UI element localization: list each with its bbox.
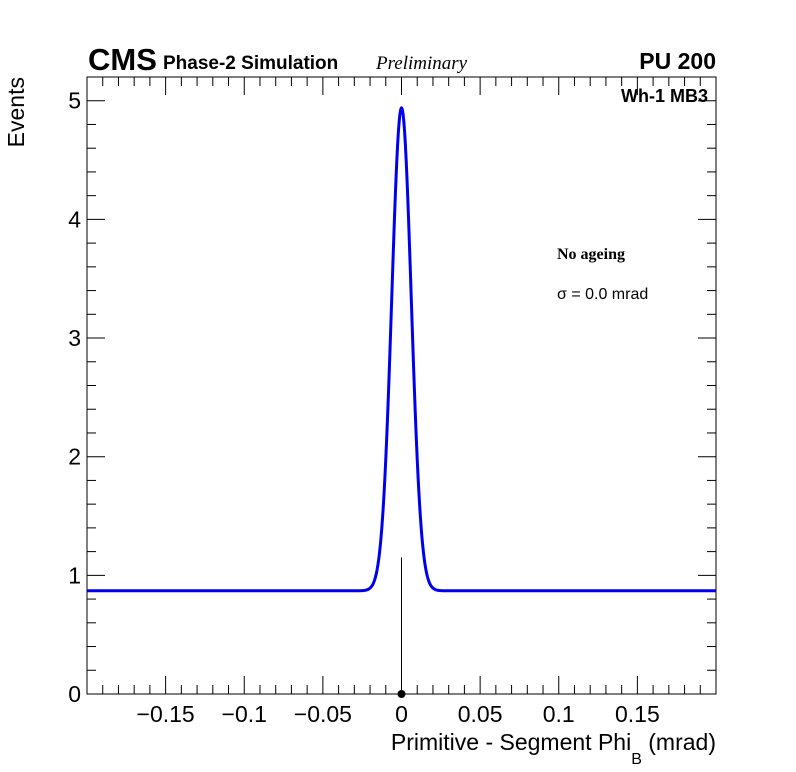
x-axis-title-main: Primitive - Segment Phi — [391, 729, 631, 755]
x-tick-label: 0.15 — [615, 701, 660, 727]
x-tick-label: 0.05 — [458, 701, 503, 727]
x-tick-label: −0.1 — [222, 701, 267, 727]
y-tick-label: 3 — [68, 325, 81, 351]
sigma-symbol: σ — [557, 286, 567, 303]
sigma-label: σ = 0.0 mrad — [557, 286, 648, 303]
x-axis-title-subscript: B — [631, 751, 642, 768]
fit-curve — [86, 106, 717, 593]
y-tick-label: 5 — [68, 88, 81, 114]
x-tick-label: 0 — [395, 701, 408, 727]
axis-ticks — [86, 76, 717, 695]
simulation-label: Phase-2 Simulation — [163, 53, 338, 74]
x-tick-label: 0.1 — [543, 701, 575, 727]
condition-label: No ageing — [557, 246, 625, 263]
station-label: Wh-1 MB3 — [621, 86, 708, 106]
y-tick-label: 2 — [68, 444, 81, 470]
axis-tick-labels: −0.15 −0.1 −0.05 0 0.05 0.1 0.15 0 1 2 3 4 5 — [68, 88, 660, 727]
y-tick-label: 1 — [68, 562, 81, 588]
y-tick-label: 4 — [68, 206, 81, 232]
x-axis-title: Primitive - Segment PhiB (mrad) — [391, 729, 716, 768]
series-layer — [86, 106, 717, 698]
preliminary-label: Preliminary — [375, 53, 468, 74]
data-point — [397, 690, 406, 698]
y-axis-title: Events — [3, 77, 29, 147]
sigma-value: = 0.0 mrad — [567, 286, 648, 303]
x-tick-label: −0.05 — [294, 701, 352, 727]
pileup-label: PU 200 — [639, 48, 716, 74]
cms-label: CMS — [88, 42, 157, 77]
y-tick-label: 0 — [68, 681, 81, 707]
x-tick-label: −0.15 — [137, 701, 195, 727]
x-axis-title-unit: (mrad) — [642, 729, 716, 755]
